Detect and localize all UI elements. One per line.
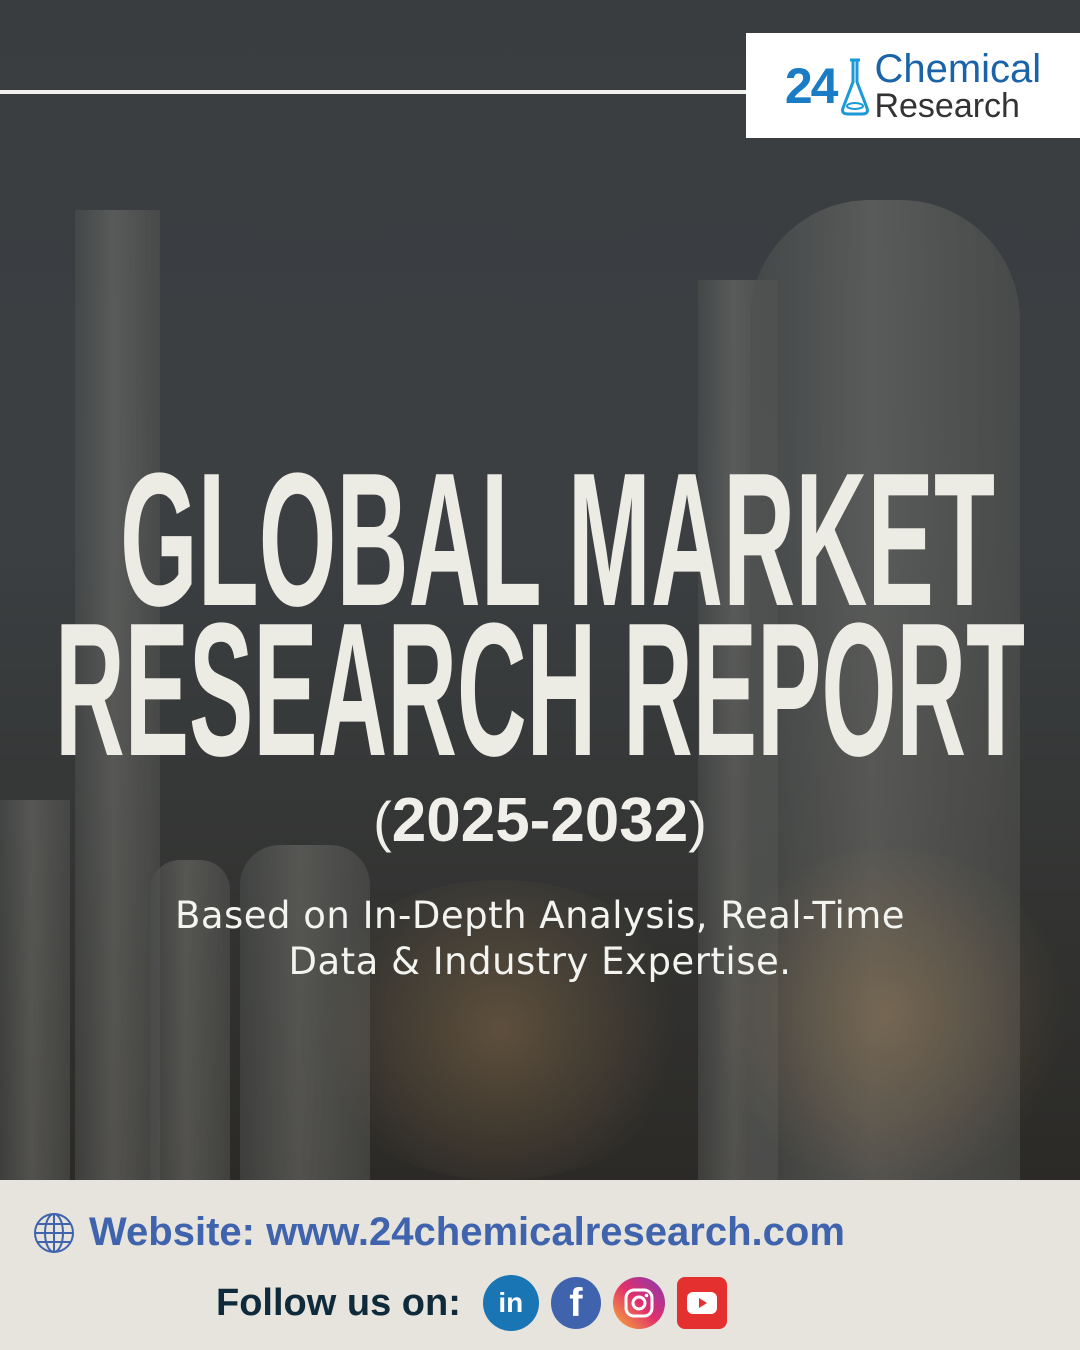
logo-line2: Research: [874, 86, 1020, 125]
title: GLOBAL MARKET RESEARCH REPORT: [55, 434, 1025, 780]
year-range: (2025-2032): [0, 785, 1080, 856]
follow-label: Follow us on:: [216, 1281, 461, 1324]
overlay: [0, 0, 1080, 1180]
facebook-icon[interactable]: f: [550, 1277, 601, 1329]
website-link[interactable]: Website: www.24chemicalresearch.com: [33, 1210, 845, 1255]
structure: [0, 800, 70, 1180]
social-row: Follow us on: in f: [216, 1275, 739, 1331]
logo: 24 Chemical Research: [746, 33, 1080, 138]
light-glow: [700, 850, 1080, 1180]
paren-open: (: [373, 790, 392, 853]
divider-line: [0, 90, 748, 94]
year-range-text: 2025-2032: [391, 786, 689, 855]
tank: [240, 845, 370, 1180]
title-line1-text: GLOBAL MARKET: [120, 434, 995, 646]
globe-icon: [34, 1212, 74, 1253]
title-line2-text: RESEARCH REPORT: [55, 584, 1025, 780]
light-glow: [300, 880, 700, 1180]
subtitle-line2: Data & Industry Expertise.: [288, 940, 792, 983]
flask-icon: [841, 58, 870, 115]
subtitle: Based on In-Depth Analysis, Real-Time Da…: [0, 893, 1080, 985]
tank: [150, 860, 230, 1180]
hero-background: [0, 0, 1080, 1180]
instagram-icon[interactable]: [612, 1277, 665, 1329]
youtube-icon[interactable]: [676, 1277, 727, 1329]
logo-line1: Chemical: [874, 46, 1042, 91]
chimney-left: [75, 210, 160, 1180]
subtitle-line1: Based on In-Depth Analysis, Real-Time: [174, 894, 906, 937]
logo-number: 24: [784, 57, 839, 114]
website-text[interactable]: Website: www.24chemicalresearch.com: [89, 1210, 845, 1254]
footer: Website: www.24chemicalresearch.com Foll…: [0, 1180, 1080, 1350]
paren-close: ): [688, 790, 707, 853]
linkedin-icon[interactable]: in: [482, 1275, 539, 1331]
reactor-vessel: [750, 200, 1020, 1180]
